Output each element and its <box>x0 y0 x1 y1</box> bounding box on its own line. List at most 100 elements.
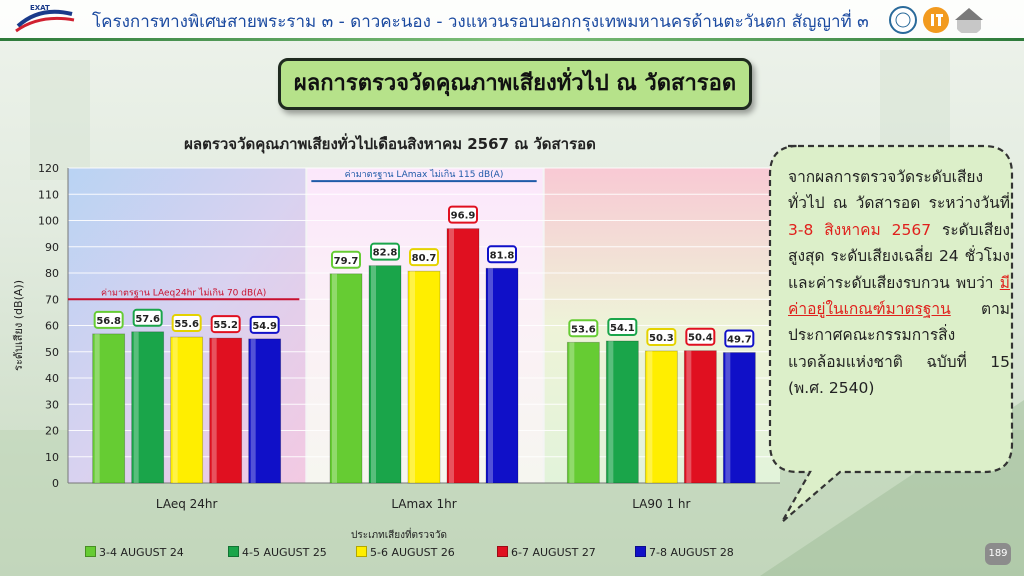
y-tick-label: 20 <box>45 425 59 438</box>
bar <box>131 331 165 484</box>
y-tick-label: 60 <box>45 320 59 333</box>
bar-highlight <box>449 228 454 483</box>
bar <box>170 336 204 484</box>
callout-compliance-highlight: มีค่าอยู่ในเกณฑ์มาตรฐาน <box>788 273 1010 319</box>
callout-bubble <box>768 144 1014 523</box>
bar-highlight <box>332 273 337 483</box>
x-tick-label: LAmax 1hr <box>391 497 456 511</box>
it-logo-icon <box>923 7 949 33</box>
standard-label: ค่ามาตรฐาน LAeq24hr ไม่เกิน 70 dB(A) <box>101 287 266 298</box>
bar <box>209 337 243 484</box>
data-label: 80.7 <box>412 253 437 264</box>
bar <box>329 273 363 484</box>
data-label-box <box>93 310 124 329</box>
y-tick-label: 10 <box>45 451 59 464</box>
callout-date-highlight: 3-8 สิงหาคม 2567 <box>788 220 932 239</box>
bar-highlight <box>488 268 493 483</box>
bar <box>407 270 441 484</box>
data-label: 57.6 <box>135 314 160 325</box>
legend-item: 6-7 AUGUST 27 <box>497 546 596 564</box>
data-label-box <box>210 315 241 334</box>
data-label-box <box>370 242 400 261</box>
bar <box>368 265 402 484</box>
legend-label: 3-4 AUGUST 24 <box>99 546 184 559</box>
legend-label: 6-7 AUGUST 27 <box>511 546 596 559</box>
bar-highlight <box>410 271 415 483</box>
legend-item: 7-8 AUGUST 28 <box>635 546 734 564</box>
legend-label: 4-5 AUGUST 25 <box>242 546 327 559</box>
y-tick-label: 120 <box>38 162 59 175</box>
data-label-box <box>331 250 361 269</box>
legend-swatch <box>85 546 96 557</box>
callout-text-1: จากผลการตรวจวัดระดับเสียงทั่วไป ณ วัดสาร… <box>788 168 1010 213</box>
bar-highlight <box>211 338 217 483</box>
data-label: 79.7 <box>334 256 359 267</box>
data-label-box <box>568 319 599 338</box>
exat-logo-text: EXAT <box>30 4 50 12</box>
x-axis-label: ประเภทเสียงที่ตรวจวัด <box>351 527 447 540</box>
data-label: 53.6 <box>571 324 596 335</box>
data-label: 81.8 <box>490 250 515 261</box>
temple-logo-icon <box>955 8 983 33</box>
bar <box>446 228 480 484</box>
bar-highlight <box>250 338 256 483</box>
bar <box>683 350 717 484</box>
data-label: 56.8 <box>96 316 121 327</box>
legend-item: 5-6 AUGUST 26 <box>356 546 455 564</box>
x-tick-label: LA90 1 hr <box>632 497 690 511</box>
y-tick-label: 110 <box>38 188 59 201</box>
exat-logo: EXAT <box>10 4 80 36</box>
banner-title: ผลการตรวจวัดคุณภาพเสียงทั่วไป ณ วัดสารอด <box>293 71 737 96</box>
legend-label: 7-8 AUGUST 28 <box>649 546 734 559</box>
bar <box>722 352 756 484</box>
legend-swatch <box>356 546 367 557</box>
data-label-box <box>409 248 439 267</box>
data-label: 54.1 <box>610 323 635 334</box>
bar-highlight <box>569 342 575 483</box>
bar-chart: 0 10 20 30 40 50 60 70 80 90 100 110 120 ระดับเสียง (… <box>12 162 780 540</box>
bar-highlight <box>686 350 692 483</box>
data-label: 50.3 <box>649 333 674 344</box>
data-label: 49.7 <box>727 335 752 346</box>
y-tick-label: 90 <box>45 241 59 254</box>
chart-title: ผลตรวจวัดคุณภาพเสียงทั่วไปเดือนสิงหาคม 2… <box>184 135 596 153</box>
page-number: 189 <box>985 543 1011 565</box>
data-label: 55.6 <box>174 319 199 330</box>
data-label-box <box>607 317 638 336</box>
data-label: 96.9 <box>451 211 476 222</box>
data-label: 50.4 <box>688 333 713 344</box>
data-label-box <box>249 315 280 334</box>
header-divider <box>0 38 1024 41</box>
bar-highlight <box>133 331 139 483</box>
bar <box>605 340 639 484</box>
callout-text-2: ระดับเสียงสูงสุด ระดับเสียงเฉลี่ย 24 ชั่… <box>788 220 1010 292</box>
bar-highlight <box>94 333 100 483</box>
callout-text-3: ตามประกาศคณะกรรมการสิ่งแวดล้อมแห่งชาติ ฉ… <box>788 300 1010 398</box>
bar-highlight <box>371 265 376 483</box>
institution-seal-icon <box>889 6 917 34</box>
header-bar: EXAT โครงการทางพิเศษสายพระราม ๓ - ดาวคะน… <box>0 0 1024 40</box>
title-banner: ผลการตรวจวัดคุณภาพเสียงทั่วไป ณ วัดสารอด <box>278 58 752 110</box>
legend-swatch <box>228 546 239 557</box>
y-tick-label: 70 <box>45 293 59 306</box>
data-label-box <box>487 245 517 264</box>
data-label-box <box>132 308 163 327</box>
y-tick-label: 40 <box>45 372 59 385</box>
bar <box>485 267 519 484</box>
bar <box>248 338 282 484</box>
data-label-box <box>171 314 202 333</box>
data-label-box <box>685 327 716 346</box>
bar-highlight <box>608 340 614 483</box>
bar <box>566 341 600 484</box>
data-label: 54.9 <box>252 321 277 332</box>
bar <box>644 350 678 484</box>
data-label-box <box>646 327 677 346</box>
y-tick-label: 100 <box>38 215 59 228</box>
legend-item: 3-4 AUGUST 24 <box>85 546 184 564</box>
legend-item: 4-5 AUGUST 25 <box>228 546 327 564</box>
x-tick-label: LAeq 24hr <box>156 497 218 511</box>
y-axis-label: ระดับเสียง (dB(A)) <box>12 280 25 371</box>
data-label-box <box>724 329 755 348</box>
y-tick-label: 30 <box>45 398 59 411</box>
bar-highlight <box>172 337 178 483</box>
